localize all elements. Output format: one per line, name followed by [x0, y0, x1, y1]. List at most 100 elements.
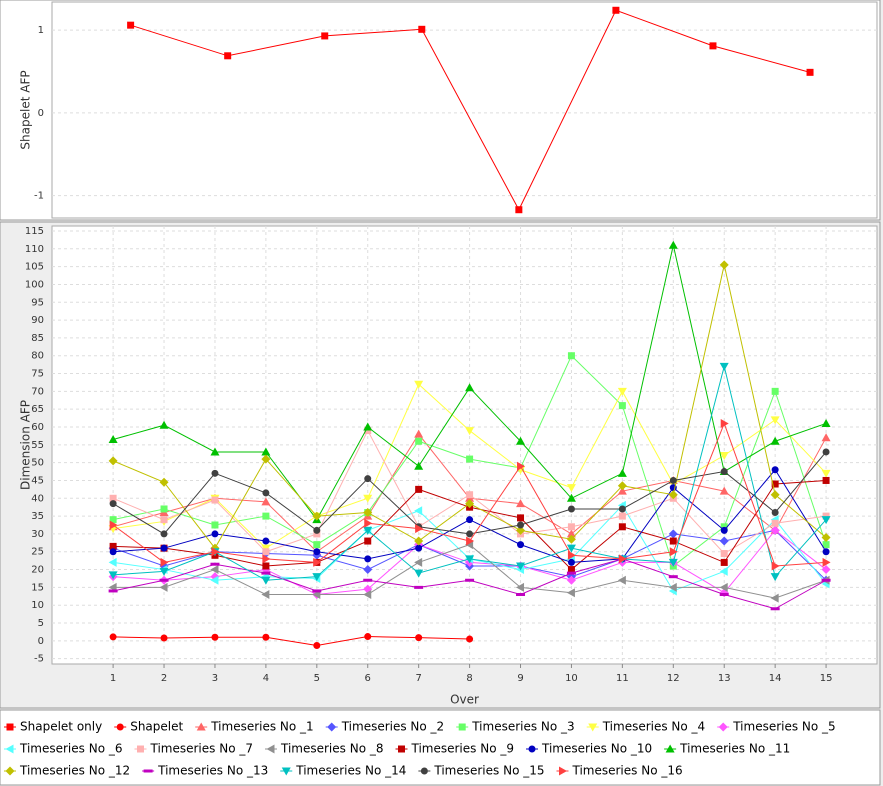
data-point [262, 489, 270, 497]
legend-item: Timeseries No _16 [556, 764, 683, 778]
legend-item: Timeseries No _10 [526, 742, 652, 756]
y-tick-label: 110 [25, 244, 44, 255]
data-point [770, 436, 780, 445]
data-point [364, 475, 372, 483]
data-point [414, 569, 424, 578]
data-point [709, 42, 717, 50]
data-point [466, 516, 474, 524]
data-point [210, 575, 219, 585]
data-point [261, 497, 271, 506]
legend-label: Timeseries No _16 [572, 764, 683, 778]
y-tick-label: 100 [25, 279, 44, 290]
y-tick-label: -1 [34, 191, 44, 202]
data-point [262, 537, 270, 545]
data-point [312, 573, 322, 582]
data-point [516, 582, 525, 592]
data-point [466, 536, 475, 546]
data-point [617, 481, 627, 491]
data-point [109, 633, 117, 641]
data-point [516, 436, 526, 445]
legend-label: Timeseries No _14 [295, 764, 406, 778]
x-tick-label: 12 [667, 673, 680, 684]
data-point [566, 575, 576, 585]
data-point [821, 532, 831, 542]
data-point [566, 529, 576, 538]
legend-label: Timeseries No _13 [157, 764, 268, 778]
data-point [466, 455, 474, 463]
data-point [465, 555, 475, 564]
legend-item: Timeseries No _1 [195, 720, 314, 734]
data-point [668, 240, 678, 249]
data-point [364, 518, 373, 528]
data-point [363, 422, 373, 431]
y-tick-label: 95 [31, 297, 44, 308]
data-point [719, 452, 729, 461]
data-point [108, 557, 117, 567]
legend-label: Timeseries No _7 [150, 742, 254, 756]
data-point [465, 427, 475, 436]
data-point [566, 493, 576, 502]
data-point [262, 512, 270, 520]
data-point [414, 506, 423, 516]
y-tick-label: 55 [31, 440, 44, 451]
legend-label: Timeseries No _12 [19, 764, 130, 778]
legend-label: Timeseries No _2 [341, 720, 445, 734]
x-tick-label: 8 [466, 673, 472, 684]
data-point [567, 566, 575, 574]
data-point [567, 352, 575, 360]
data-point [669, 547, 678, 557]
legend-item: Timeseries No _8 [265, 742, 384, 756]
data-point [719, 260, 729, 270]
series-line [113, 636, 470, 646]
data-point [720, 468, 728, 476]
y-tick-label: 75 [31, 369, 44, 380]
y-tick-label: 15 [31, 582, 44, 593]
legend-label: Timeseries No _15 [433, 764, 544, 778]
data-point [770, 593, 779, 603]
data-point [618, 512, 626, 520]
legend-item: Timeseries No _12 [4, 764, 130, 778]
y-tick-label: 0 [38, 108, 44, 119]
legend-item: Timeseries No _3 [456, 720, 575, 734]
data-point [669, 537, 677, 545]
data-point [770, 607, 780, 611]
data-point [313, 526, 321, 534]
data-point [160, 634, 168, 642]
data-point [669, 476, 677, 484]
data-point [159, 582, 168, 592]
data-point [720, 418, 729, 428]
data-point [364, 537, 372, 545]
data-point [160, 530, 168, 538]
data-point [160, 544, 168, 552]
data-point [160, 516, 168, 524]
data-point [771, 561, 780, 571]
data-point [720, 526, 728, 534]
data-point [108, 434, 118, 443]
data-point [466, 491, 474, 499]
data-point [822, 541, 830, 549]
y-tick-label: 85 [31, 333, 44, 344]
y-tick-label: 0 [38, 636, 44, 647]
x-tick-label: 5 [314, 673, 320, 684]
data-point [465, 499, 475, 509]
data-point [415, 485, 423, 493]
data-point [567, 505, 575, 513]
data-point [719, 566, 728, 576]
data-point [313, 557, 322, 567]
data-point [668, 529, 678, 539]
data-point [618, 554, 627, 564]
data-point [414, 557, 423, 567]
data-point [567, 550, 576, 560]
data-point [364, 555, 372, 563]
y-tick-label: 45 [31, 475, 44, 486]
y-tick-label: 1 [38, 25, 44, 36]
data-point [719, 593, 729, 597]
plot-area [51, 1, 878, 219]
legend-item: Timeseries No _9 [395, 742, 514, 756]
y-tick-label: 10 [31, 600, 44, 611]
data-point [414, 429, 424, 438]
y-tick-label: 65 [31, 404, 44, 415]
data-point [821, 565, 831, 575]
data-point [821, 578, 831, 582]
data-point [261, 571, 271, 575]
